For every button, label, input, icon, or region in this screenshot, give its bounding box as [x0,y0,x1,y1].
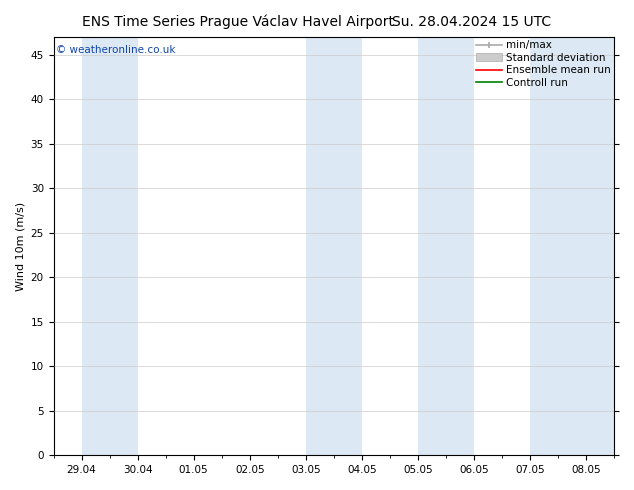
Bar [418,37,474,455]
Bar [530,37,614,455]
Legend: min/max, Standard deviation, Ensemble mean run, Controll run: min/max, Standard deviation, Ensemble me… [476,40,611,88]
Bar [306,37,362,455]
Text: © weatheronline.co.uk: © weatheronline.co.uk [56,46,176,55]
Y-axis label: Wind 10m (m/s): Wind 10m (m/s) [15,201,25,291]
Bar [82,37,138,455]
Text: Su. 28.04.2024 15 UTC: Su. 28.04.2024 15 UTC [392,15,552,29]
Text: ENS Time Series Prague Václav Havel Airport: ENS Time Series Prague Václav Havel Airp… [82,15,394,29]
